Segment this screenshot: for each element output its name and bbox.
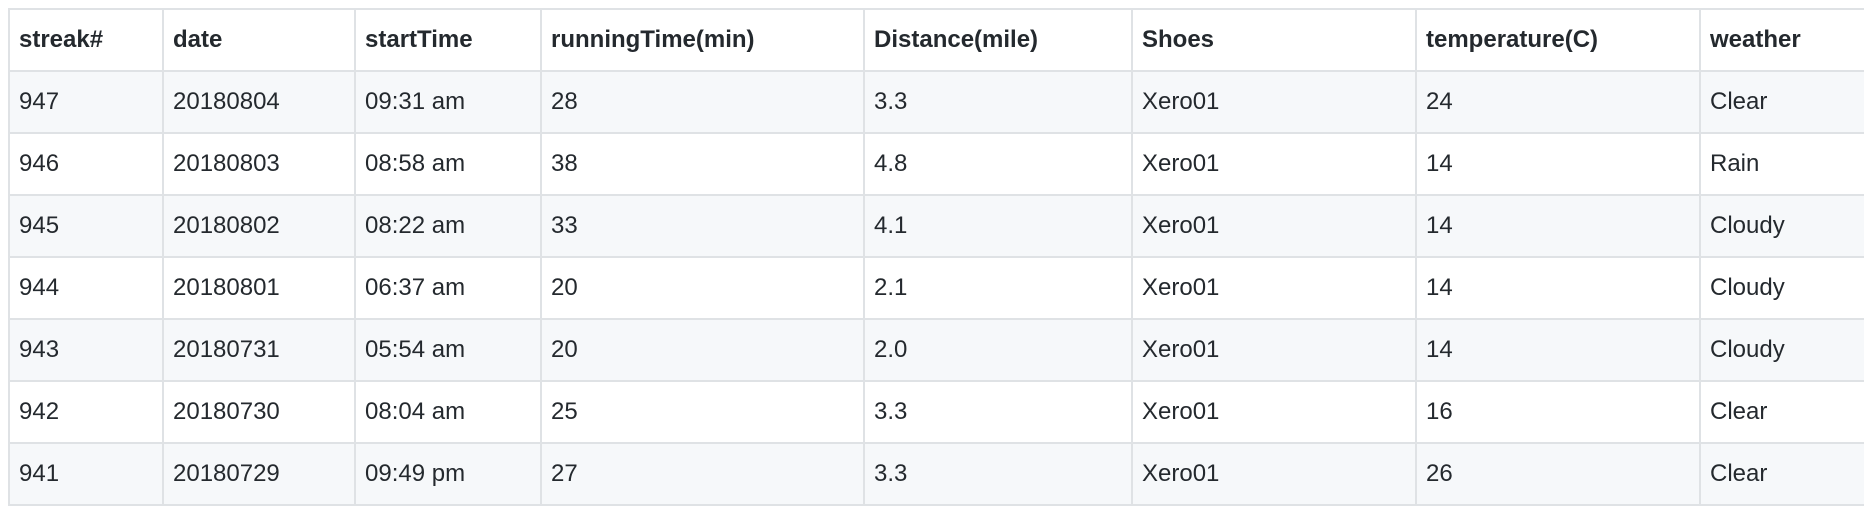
table-row: 943 20180731 05:54 am 20 2.0 Xero01 14 C… (8, 318, 1864, 382)
column-header-distance: Distance(mile) (863, 8, 1133, 72)
cell-shoes: Xero01 (1131, 380, 1417, 444)
cell-start-time: 09:49 pm (354, 442, 542, 506)
cell-temperature: 14 (1415, 256, 1701, 320)
cell-start-time: 09:31 am (354, 70, 542, 134)
cell-date: 20180730 (162, 380, 356, 444)
cell-shoes: Xero01 (1131, 132, 1417, 196)
column-header-running-time: runningTime(min) (540, 8, 865, 72)
cell-distance: 3.3 (863, 442, 1133, 506)
cell-streak: 941 (8, 442, 164, 506)
cell-shoes: Xero01 (1131, 194, 1417, 258)
cell-start-time: 08:22 am (354, 194, 542, 258)
cell-streak: 943 (8, 318, 164, 382)
cell-temperature: 26 (1415, 442, 1701, 506)
cell-weather: Clear (1699, 70, 1864, 134)
table-row: 945 20180802 08:22 am 33 4.1 Xero01 14 C… (8, 194, 1864, 258)
cell-temperature: 16 (1415, 380, 1701, 444)
cell-shoes: Xero01 (1131, 70, 1417, 134)
cell-shoes: Xero01 (1131, 256, 1417, 320)
cell-date: 20180804 (162, 70, 356, 134)
column-header-date: date (162, 8, 356, 72)
cell-distance: 3.3 (863, 70, 1133, 134)
cell-running-time: 38 (540, 132, 865, 196)
column-header-temperature: temperature(C) (1415, 8, 1701, 72)
cell-running-time: 33 (540, 194, 865, 258)
cell-date: 20180801 (162, 256, 356, 320)
column-header-start-time: startTime (354, 8, 542, 72)
cell-distance: 2.1 (863, 256, 1133, 320)
cell-temperature: 14 (1415, 194, 1701, 258)
cell-weather: Cloudy (1699, 194, 1864, 258)
cell-distance: 4.8 (863, 132, 1133, 196)
cell-distance: 2.0 (863, 318, 1133, 382)
cell-date: 20180802 (162, 194, 356, 258)
cell-start-time: 08:04 am (354, 380, 542, 444)
cell-streak: 944 (8, 256, 164, 320)
cell-streak: 942 (8, 380, 164, 444)
cell-running-time: 27 (540, 442, 865, 506)
column-header-shoes: Shoes (1131, 8, 1417, 72)
cell-weather: Clear (1699, 380, 1864, 444)
cell-streak: 945 (8, 194, 164, 258)
table-row: 941 20180729 09:49 pm 27 3.3 Xero01 26 C… (8, 442, 1864, 506)
cell-running-time: 20 (540, 256, 865, 320)
cell-streak: 947 (8, 70, 164, 134)
cell-running-time: 25 (540, 380, 865, 444)
cell-streak: 946 (8, 132, 164, 196)
cell-temperature: 14 (1415, 132, 1701, 196)
cell-weather: Cloudy (1699, 318, 1864, 382)
cell-distance: 3.3 (863, 380, 1133, 444)
table-container: streak# date startTime runningTime(min) … (8, 8, 1864, 508)
cell-shoes: Xero01 (1131, 442, 1417, 506)
cell-start-time: 06:37 am (354, 256, 542, 320)
cell-running-time: 20 (540, 318, 865, 382)
cell-running-time: 28 (540, 70, 865, 134)
header-row: streak# date startTime runningTime(min) … (8, 8, 1864, 72)
cell-weather: Cloudy (1699, 256, 1864, 320)
cell-start-time: 05:54 am (354, 318, 542, 382)
cell-date: 20180731 (162, 318, 356, 382)
table-row: 942 20180730 08:04 am 25 3.3 Xero01 16 C… (8, 380, 1864, 444)
cell-temperature: 24 (1415, 70, 1701, 134)
running-log-table: streak# date startTime runningTime(min) … (8, 8, 1864, 506)
cell-start-time: 08:58 am (354, 132, 542, 196)
table-row: 946 20180803 08:58 am 38 4.8 Xero01 14 R… (8, 132, 1864, 196)
cell-shoes: Xero01 (1131, 318, 1417, 382)
table-row: 947 20180804 09:31 am 28 3.3 Xero01 24 C… (8, 70, 1864, 134)
column-header-weather: weather (1699, 8, 1864, 72)
column-header-streak: streak# (8, 8, 164, 72)
cell-weather: Rain (1699, 132, 1864, 196)
cell-distance: 4.1 (863, 194, 1133, 258)
cell-temperature: 14 (1415, 318, 1701, 382)
cell-date: 20180803 (162, 132, 356, 196)
table-row: 944 20180801 06:37 am 20 2.1 Xero01 14 C… (8, 256, 1864, 320)
cell-date: 20180729 (162, 442, 356, 506)
cell-weather: Clear (1699, 442, 1864, 506)
